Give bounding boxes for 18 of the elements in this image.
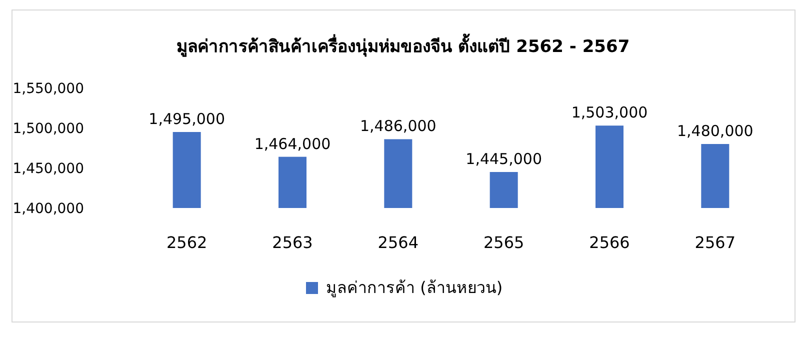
data-label: 1,495,000: [148, 110, 226, 128]
data-label: 1,486,000: [360, 117, 436, 136]
y-tick-label: 1,500,000: [12, 121, 84, 137]
x-tick-label: 2567: [694, 233, 736, 252]
data-label: 1,503,000: [571, 104, 648, 122]
x-tick-label: 2563: [272, 233, 313, 252]
data-label: 1,480,000: [676, 122, 754, 140]
legend-label: มูลค่าการค้า (ล้านหยวน): [326, 278, 503, 298]
x-tick-label: 2566: [589, 233, 630, 252]
y-tick-label: 1,400,000: [12, 201, 84, 217]
y-tick-label: 1,550,000: [12, 81, 84, 97]
x-tick-label: 2564: [378, 233, 419, 252]
data-label: 1,464,000: [254, 134, 331, 153]
x-tick-label: 2562: [166, 233, 208, 252]
x-tick-label: 2565: [483, 233, 524, 252]
y-tick-label: 1,450,000: [12, 161, 84, 177]
chart-title: มูลค่าการค้าสินค้าเครื่องนุ่มห่มของจีน ตั้งแต่ปี 2562 - 2567: [176, 33, 630, 58]
data-label: 1,445,000: [466, 150, 542, 168]
